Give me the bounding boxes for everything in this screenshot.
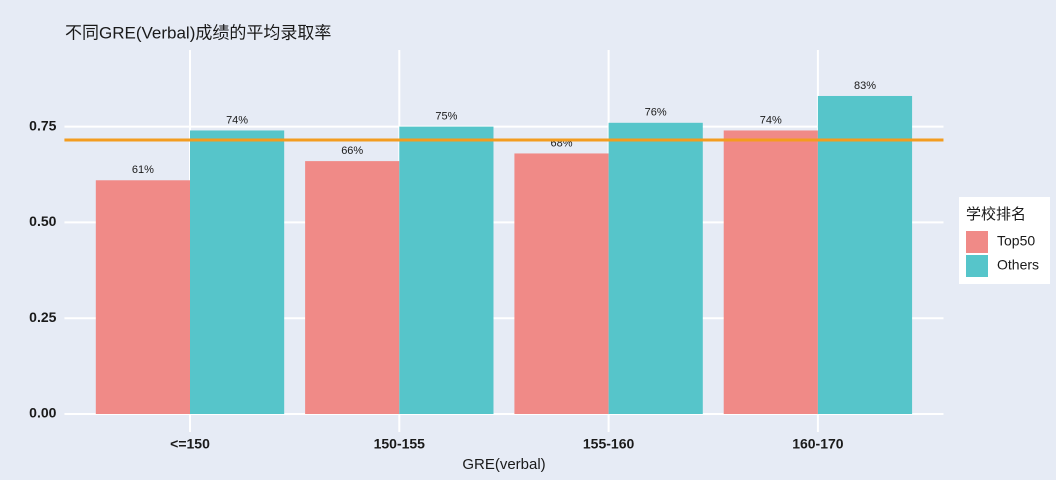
value-label: 83% bbox=[854, 80, 876, 92]
legend-title: 学校排名 bbox=[966, 206, 1026, 223]
value-label: 74% bbox=[760, 114, 782, 126]
y-tick-label: 0.00 bbox=[29, 405, 56, 421]
chart-title: 不同GRE(Verbal)成绩的平均录取率 bbox=[65, 23, 331, 42]
bar bbox=[190, 130, 285, 414]
value-label: 75% bbox=[435, 111, 457, 123]
value-label: 61% bbox=[132, 164, 154, 176]
x-tick-label: 150-155 bbox=[374, 436, 426, 452]
legend-key bbox=[966, 255, 988, 277]
x-tick-label: 155-160 bbox=[583, 436, 635, 452]
bar bbox=[723, 130, 818, 414]
value-label: 66% bbox=[341, 145, 363, 157]
x-axis-label: GRE(verbal) bbox=[462, 456, 545, 473]
y-tick-label: 0.25 bbox=[29, 309, 56, 325]
legend-key bbox=[966, 231, 988, 253]
y-tick-label: 0.75 bbox=[29, 117, 56, 133]
value-label: 76% bbox=[645, 107, 667, 119]
legend-label: Others bbox=[997, 257, 1039, 273]
x-tick-label: 160-170 bbox=[792, 436, 844, 452]
value-label: 74% bbox=[226, 114, 248, 126]
bar bbox=[817, 95, 913, 414]
x-tick-label: <=150 bbox=[170, 436, 210, 452]
bar bbox=[95, 180, 190, 414]
y-tick-label: 0.50 bbox=[29, 213, 56, 229]
bar bbox=[399, 126, 494, 414]
bar bbox=[305, 161, 400, 414]
legend-label: Top50 bbox=[997, 233, 1035, 249]
bar bbox=[608, 122, 703, 414]
bar bbox=[514, 153, 609, 414]
